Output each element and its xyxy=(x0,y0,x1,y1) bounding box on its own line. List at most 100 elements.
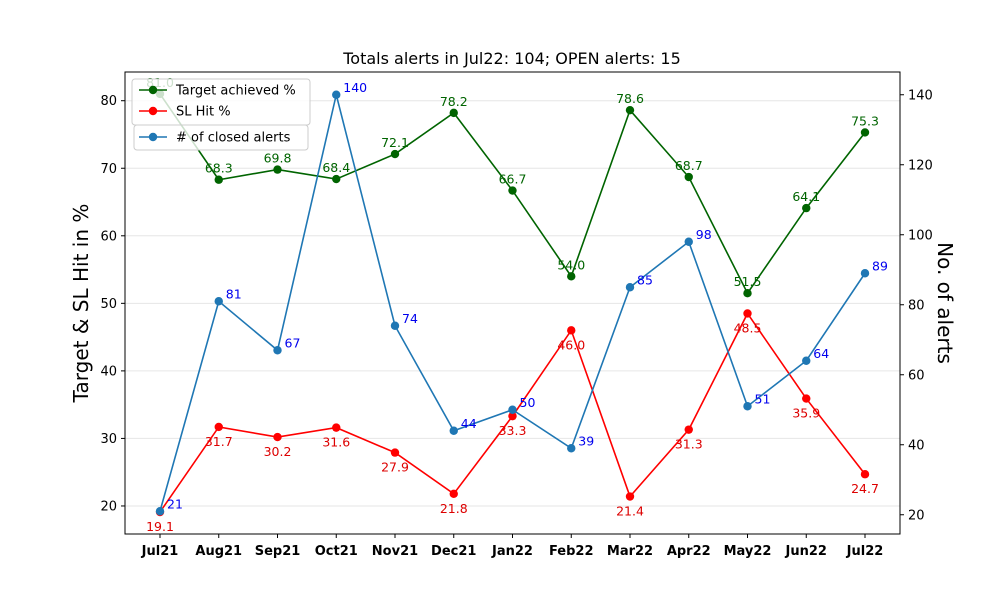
left-y-axis: 20 30 40 50 60 70 80 xyxy=(100,94,125,514)
data-point xyxy=(155,507,165,516)
data-label: 31.3 xyxy=(675,437,703,452)
data-point xyxy=(743,289,752,298)
legend-left-series: Target achieved % SL Hit % xyxy=(131,78,311,126)
right-y-tick-label: 60 xyxy=(908,368,925,383)
data-label: 21 xyxy=(167,496,183,511)
data-label: 51.5 xyxy=(734,274,762,289)
data-label: 31.6 xyxy=(322,435,350,450)
right-y-tick-label: 120 xyxy=(908,158,933,173)
legend-label: SL Hit % xyxy=(176,105,231,120)
legend-marker-icon xyxy=(148,132,158,142)
x-tick-label: Jul22 xyxy=(846,544,884,559)
x-tick-label: Aug21 xyxy=(195,544,242,559)
data-label: 66.7 xyxy=(499,172,527,187)
left-y-axis-label: Target & SL Hit in % xyxy=(69,204,93,404)
data-label: 78.6 xyxy=(616,91,644,106)
data-point xyxy=(273,346,282,355)
right-y-axis: 20 40 60 80 100 120 140 xyxy=(900,88,933,523)
data-label: 27.9 xyxy=(381,460,409,475)
legend-right-series: # of closed alerts xyxy=(133,124,309,151)
data-point xyxy=(449,426,458,435)
data-label: 35.9 xyxy=(792,406,820,421)
data-label: 48.5 xyxy=(734,320,762,335)
right-y-axis-label: No. of alerts xyxy=(933,242,957,364)
data-point xyxy=(625,105,635,115)
left-y-tick-label: 50 xyxy=(100,297,117,312)
data-label: 81 xyxy=(226,286,242,301)
data-label: 46.0 xyxy=(557,337,585,352)
gridlines xyxy=(125,100,900,507)
data-label: 30.2 xyxy=(264,444,292,459)
x-tick-label: Apr22 xyxy=(667,544,711,559)
data-point xyxy=(390,448,400,457)
x-tick-label: Jun22 xyxy=(785,544,827,559)
data-label: 68.4 xyxy=(322,160,350,175)
data-point xyxy=(214,297,223,306)
data-label: 50 xyxy=(520,395,536,410)
x-tick-label: Feb22 xyxy=(549,544,594,559)
data-point xyxy=(860,269,870,278)
chart-title: Totals alerts in Jul22: 104; OPEN alerts… xyxy=(342,49,681,68)
data-label: 39 xyxy=(578,433,594,448)
data-label: 21.4 xyxy=(616,504,644,519)
x-tick-label: Mar22 xyxy=(607,544,653,559)
data-label: 140 xyxy=(343,80,367,95)
plot-frame xyxy=(124,71,901,535)
left-y-tick-label: 30 xyxy=(100,432,117,447)
x-tick-label: Sep21 xyxy=(255,544,301,559)
data-label: 72.1 xyxy=(381,135,409,150)
data-label: 68.7 xyxy=(675,158,703,173)
x-tick-label: Oct21 xyxy=(315,544,358,559)
data-point xyxy=(684,172,693,182)
legend-label: # of closed alerts xyxy=(176,131,291,146)
x-tick-label: Nov21 xyxy=(372,544,418,559)
x-axis: Jul21 Aug21 Sep21 Oct21 Nov21 Dec21 Jan22 Feb22… xyxy=(141,534,884,559)
right-y-tick-label: 20 xyxy=(908,508,925,523)
data-point xyxy=(860,470,870,479)
x-tick-label: Jul21 xyxy=(141,544,179,559)
data-label: 89 xyxy=(872,258,888,273)
left-y-tick-label: 40 xyxy=(100,364,117,379)
data-point xyxy=(449,489,458,499)
data-point xyxy=(390,149,400,159)
right-y-tick-label: 80 xyxy=(908,298,925,313)
data-label: 85 xyxy=(637,272,653,287)
series-3: 21 81 67 140 74 44 50 39 85 98 51 64 89 xyxy=(155,80,888,516)
data-point xyxy=(860,128,870,137)
data-point xyxy=(625,283,635,292)
right-y-tick-label: 40 xyxy=(908,438,925,453)
data-point xyxy=(684,425,693,434)
left-y-tick-label: 60 xyxy=(100,229,117,244)
data-label: 44 xyxy=(461,416,477,431)
left-y-tick-label: 70 xyxy=(100,162,117,177)
data-point xyxy=(567,272,576,281)
data-point xyxy=(332,174,341,184)
data-label: 64.1 xyxy=(792,189,820,204)
data-point xyxy=(214,422,223,432)
legend-box xyxy=(133,124,309,151)
data-point xyxy=(273,432,282,442)
left-y-tick-label: 80 xyxy=(100,94,117,109)
legend-marker-icon xyxy=(148,85,158,95)
data-label: 98 xyxy=(696,227,712,242)
data-point xyxy=(508,411,517,421)
data-point xyxy=(802,203,811,213)
data-point xyxy=(567,326,576,335)
data-point xyxy=(390,321,400,330)
data-point xyxy=(332,423,341,432)
right-y-tick-label: 140 xyxy=(908,88,933,103)
data-point xyxy=(625,492,635,501)
left-y-tick-label: 20 xyxy=(100,499,117,514)
data-point xyxy=(802,394,811,403)
data-label: 19.1 xyxy=(146,519,174,534)
data-point xyxy=(449,108,458,118)
data-label: 51 xyxy=(755,391,771,406)
data-label: 67 xyxy=(285,335,301,350)
data-label: 69.8 xyxy=(264,151,292,166)
data-label: 54.0 xyxy=(557,257,585,272)
legend-marker-icon xyxy=(148,106,158,116)
data-point xyxy=(332,90,341,99)
data-point xyxy=(684,237,693,246)
data-label: 74 xyxy=(402,311,418,326)
